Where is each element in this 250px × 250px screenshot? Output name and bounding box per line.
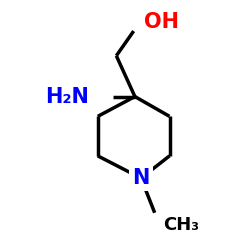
Text: N: N — [132, 168, 150, 188]
Text: H₂N: H₂N — [45, 86, 88, 106]
Text: CH₃: CH₃ — [163, 216, 199, 234]
Text: OH: OH — [144, 12, 178, 32]
